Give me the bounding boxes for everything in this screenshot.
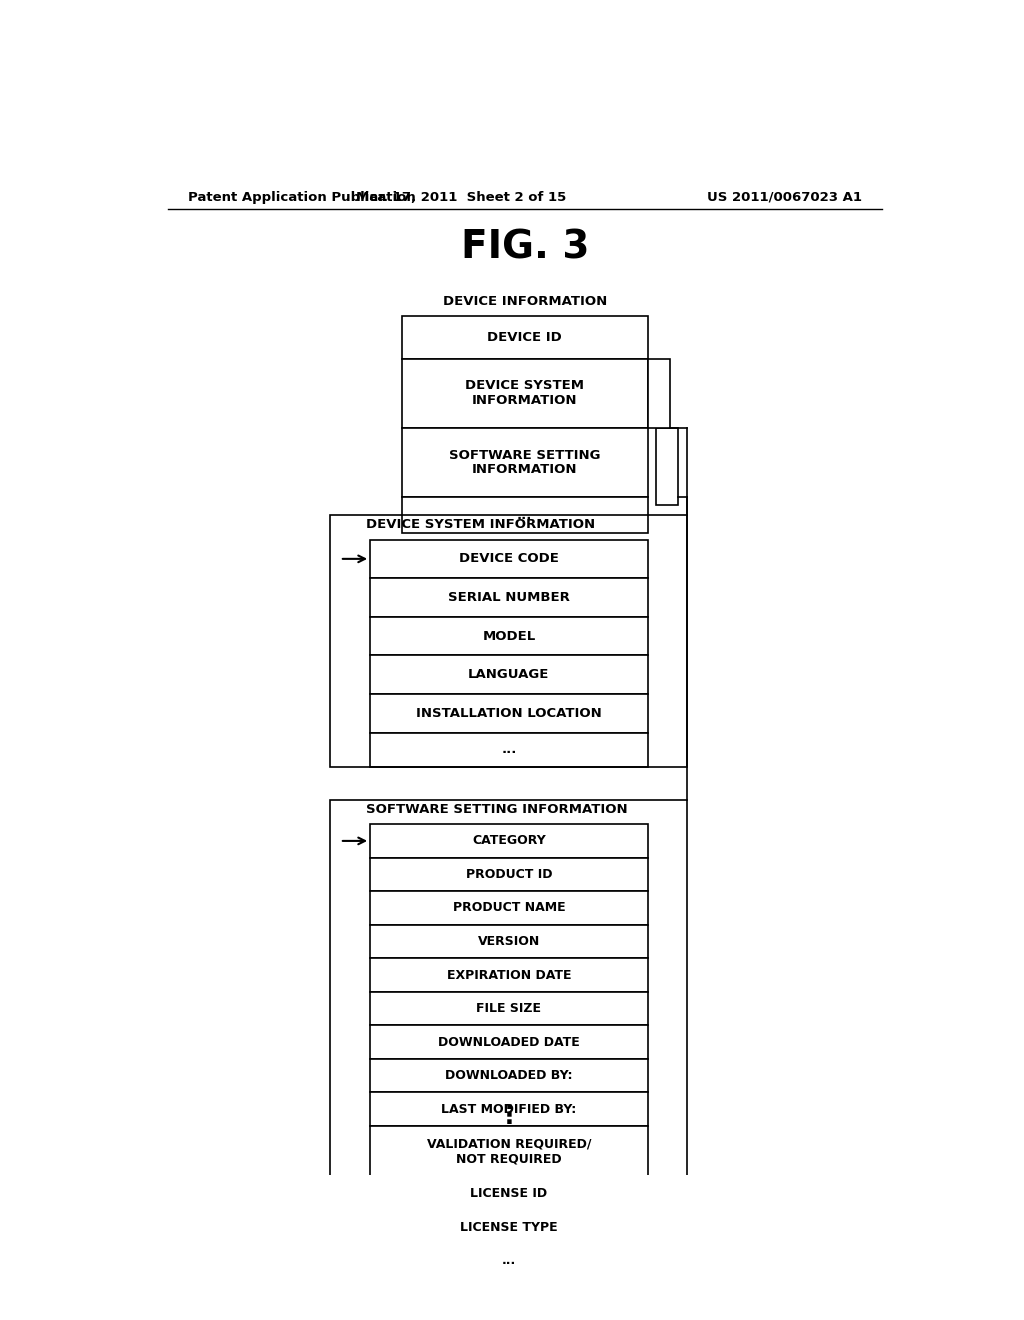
Text: INSTALLATION LOCATION: INSTALLATION LOCATION (416, 706, 602, 719)
Text: SOFTWARE SETTING
INFORMATION: SOFTWARE SETTING INFORMATION (450, 449, 600, 477)
Text: DEVICE SYSTEM
INFORMATION: DEVICE SYSTEM INFORMATION (465, 379, 585, 407)
Text: SOFTWARE SETTING INFORMATION: SOFTWARE SETTING INFORMATION (367, 803, 628, 816)
Bar (370, 1126, 648, 1177)
Bar (401, 359, 648, 428)
Text: LANGUAGE: LANGUAGE (468, 668, 550, 681)
Bar (370, 891, 648, 925)
Bar (370, 694, 648, 733)
Bar (370, 1059, 648, 1093)
Text: PRODUCT NAME: PRODUCT NAME (453, 902, 565, 915)
Bar (370, 578, 648, 616)
Bar (370, 616, 648, 656)
Text: EXPIRATION DATE: EXPIRATION DATE (446, 969, 571, 982)
Bar (648, 359, 670, 428)
Text: FILE SIZE: FILE SIZE (476, 1002, 542, 1015)
Bar (370, 1026, 648, 1059)
Bar (370, 1093, 648, 1126)
Text: LICENSE ID: LICENSE ID (470, 1187, 548, 1200)
Bar (370, 733, 648, 767)
Bar (370, 958, 648, 991)
Text: LICENSE TYPE: LICENSE TYPE (460, 1221, 558, 1234)
Text: ...: ... (501, 743, 517, 756)
Text: DEVICE CODE: DEVICE CODE (459, 552, 559, 565)
Text: CATEGORY: CATEGORY (472, 834, 546, 847)
Bar (370, 925, 648, 958)
Bar (331, 800, 687, 1278)
Bar (370, 1210, 648, 1243)
Text: US 2011/0067023 A1: US 2011/0067023 A1 (708, 190, 862, 203)
Text: LAST MODIFIED BY:: LAST MODIFIED BY: (441, 1102, 577, 1115)
Text: VERSION: VERSION (478, 935, 540, 948)
Text: FIG. 3: FIG. 3 (461, 228, 589, 267)
Text: Patent Application Publication: Patent Application Publication (187, 190, 416, 203)
Bar (370, 1243, 648, 1278)
Text: Mar. 17, 2011  Sheet 2 of 15: Mar. 17, 2011 Sheet 2 of 15 (356, 190, 566, 203)
Text: DEVICE SYSTEM INFORMATION: DEVICE SYSTEM INFORMATION (367, 519, 595, 532)
Text: DEVICE INFORMATION: DEVICE INFORMATION (442, 294, 607, 308)
Bar (370, 540, 648, 578)
Bar (401, 315, 648, 359)
Text: ...: ... (502, 1254, 516, 1267)
Text: VALIDATION REQUIRED/
NOT REQUIRED: VALIDATION REQUIRED/ NOT REQUIRED (427, 1138, 591, 1166)
Bar (370, 858, 648, 891)
Bar (370, 656, 648, 694)
Bar (655, 428, 678, 506)
Bar (370, 824, 648, 858)
Text: DOWNLOADED BY:: DOWNLOADED BY: (445, 1069, 572, 1082)
Text: MODEL: MODEL (482, 630, 536, 643)
Bar (331, 515, 687, 767)
Bar (370, 1177, 648, 1210)
Text: ⋮: ⋮ (497, 1104, 521, 1127)
Text: ...: ... (517, 508, 532, 521)
Bar (401, 496, 648, 533)
Text: SERIAL NUMBER: SERIAL NUMBER (447, 591, 570, 605)
Bar (370, 991, 648, 1026)
Text: PRODUCT ID: PRODUCT ID (466, 869, 552, 880)
Text: DEVICE ID: DEVICE ID (487, 331, 562, 343)
Bar (401, 428, 648, 496)
Text: DOWNLOADED DATE: DOWNLOADED DATE (438, 1036, 580, 1048)
